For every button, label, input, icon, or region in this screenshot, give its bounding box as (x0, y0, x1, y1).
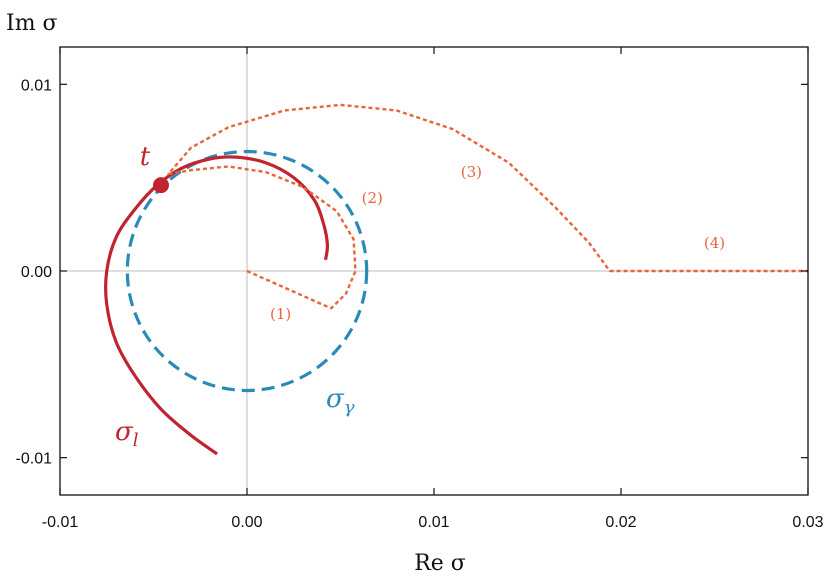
y-tick-label: 0.01 (21, 77, 52, 94)
x-tick-label: 0.00 (231, 514, 262, 531)
x-tick-label: 0.01 (418, 514, 449, 531)
series-label-sigma-l-sub: l (133, 430, 139, 451)
x-axis-title: Re σ (414, 551, 466, 576)
series-sigma-gamma-circle (125, 149, 369, 393)
marker-t-label: t (140, 142, 151, 172)
y-axis-title: Im σ (6, 11, 58, 36)
series-contour-path (167, 103, 808, 310)
y-tick-label: 0.00 (21, 264, 52, 281)
series-sigma-l-curve (103, 155, 330, 456)
contour-annotation: (3) (461, 163, 482, 181)
ticks-group: -0.01 0.00 0.01 0.02 0.03 -0.01 0.00 0.01 (16, 46, 824, 531)
y-tick-label: -0.01 (16, 451, 53, 468)
series-label-sigma-l: σl (115, 417, 139, 451)
labels-group: Im σ Re σ (6, 11, 466, 576)
x-tick-label: 0.03 (792, 514, 823, 531)
x-tick-label: 0.02 (605, 514, 636, 531)
contour-annotation: (2) (362, 189, 383, 207)
plot-area: t σγ σl (1) (2) (3) (4) (60, 47, 808, 495)
series-label-sigma-gamma: σγ (326, 384, 355, 418)
series-label-sigma-gamma-sub: γ (344, 397, 355, 418)
marker-t-point (152, 177, 169, 194)
x-tick-label: -0.01 (42, 514, 79, 531)
contour-annotation: (4) (704, 234, 725, 252)
contour-annotation: (1) (270, 305, 291, 323)
